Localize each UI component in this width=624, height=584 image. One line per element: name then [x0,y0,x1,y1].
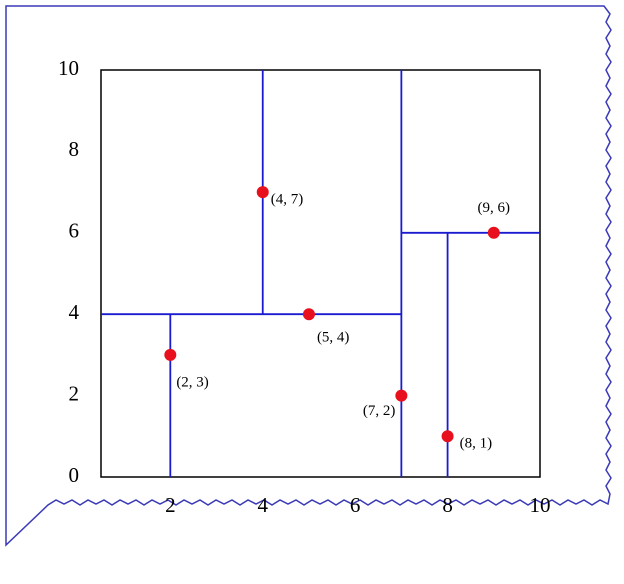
frame [5,5,612,547]
y-tick-label: 0 [69,463,80,487]
y-tick-label: 4 [69,300,80,324]
point [164,348,177,361]
x-tick-label: 6 [350,493,361,517]
point [487,226,500,239]
x-tick-label: 4 [257,493,268,517]
x-tick-label: 8 [442,493,453,517]
y-tick-label: 8 [69,137,80,161]
point-label: (5, 4) [317,330,350,346]
point-label: (7, 2) [363,403,396,419]
point [256,186,269,199]
x-tick-label: 2 [165,493,176,517]
plot-area [100,69,541,478]
point [302,308,315,321]
point-label: (4, 7) [271,192,304,208]
point [441,430,454,443]
y-tick-label: 6 [69,219,80,243]
point-label: (9, 6) [478,200,511,216]
y-tick-label: 2 [69,381,80,405]
y-tick-label: 10 [58,56,79,80]
point-label: (8, 1) [460,436,493,452]
point-label: (2, 3) [176,374,209,390]
point [395,389,408,402]
x-tick-label: 10 [530,493,551,517]
